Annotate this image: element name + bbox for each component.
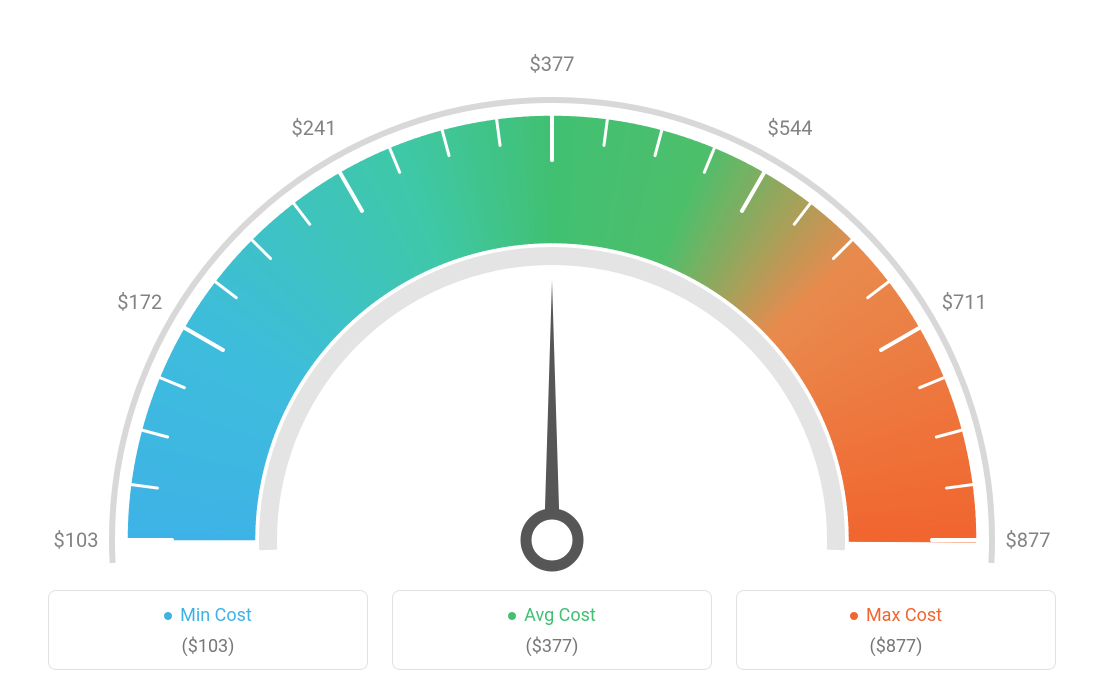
gauge-tick-label: $544 [768,116,813,140]
gauge-tick-label: $172 [117,290,162,314]
gauge-svg [0,0,1104,580]
legend-card-max: Max Cost ($877) [736,590,1056,671]
legend-value-max: ($877) [747,636,1045,657]
gauge-tick-label: $241 [292,116,337,140]
legend-card-avg: Avg Cost ($377) [392,590,712,671]
legend-value-avg: ($377) [403,636,701,657]
gauge-tick-label: $377 [530,52,575,76]
dot-icon [164,612,172,620]
legend-label-min: Min Cost [164,605,252,626]
legend-label-avg: Avg Cost [508,605,596,626]
chart-container: $103 $172 $241 $377 $544 $711 $877 Min Cost ($… [0,0,1104,690]
legend-value-min: ($103) [59,636,357,657]
dot-icon [850,612,858,620]
legend-label-text: Min Cost [180,605,252,626]
gauge-tick-label: $877 [1006,528,1051,552]
gauge-tick-label: $103 [54,528,99,552]
gauge-area: $103 $172 $241 $377 $544 $711 $877 [0,0,1104,580]
legend-label-text: Avg Cost [524,605,596,626]
legend-label-max: Max Cost [850,605,942,626]
legend-label-text: Max Cost [866,605,942,626]
legend-row: Min Cost ($103) Avg Cost ($377) Max Cost… [40,590,1064,671]
dot-icon [508,612,516,620]
legend-card-min: Min Cost ($103) [48,590,368,671]
gauge-tick-label: $711 [942,290,987,314]
